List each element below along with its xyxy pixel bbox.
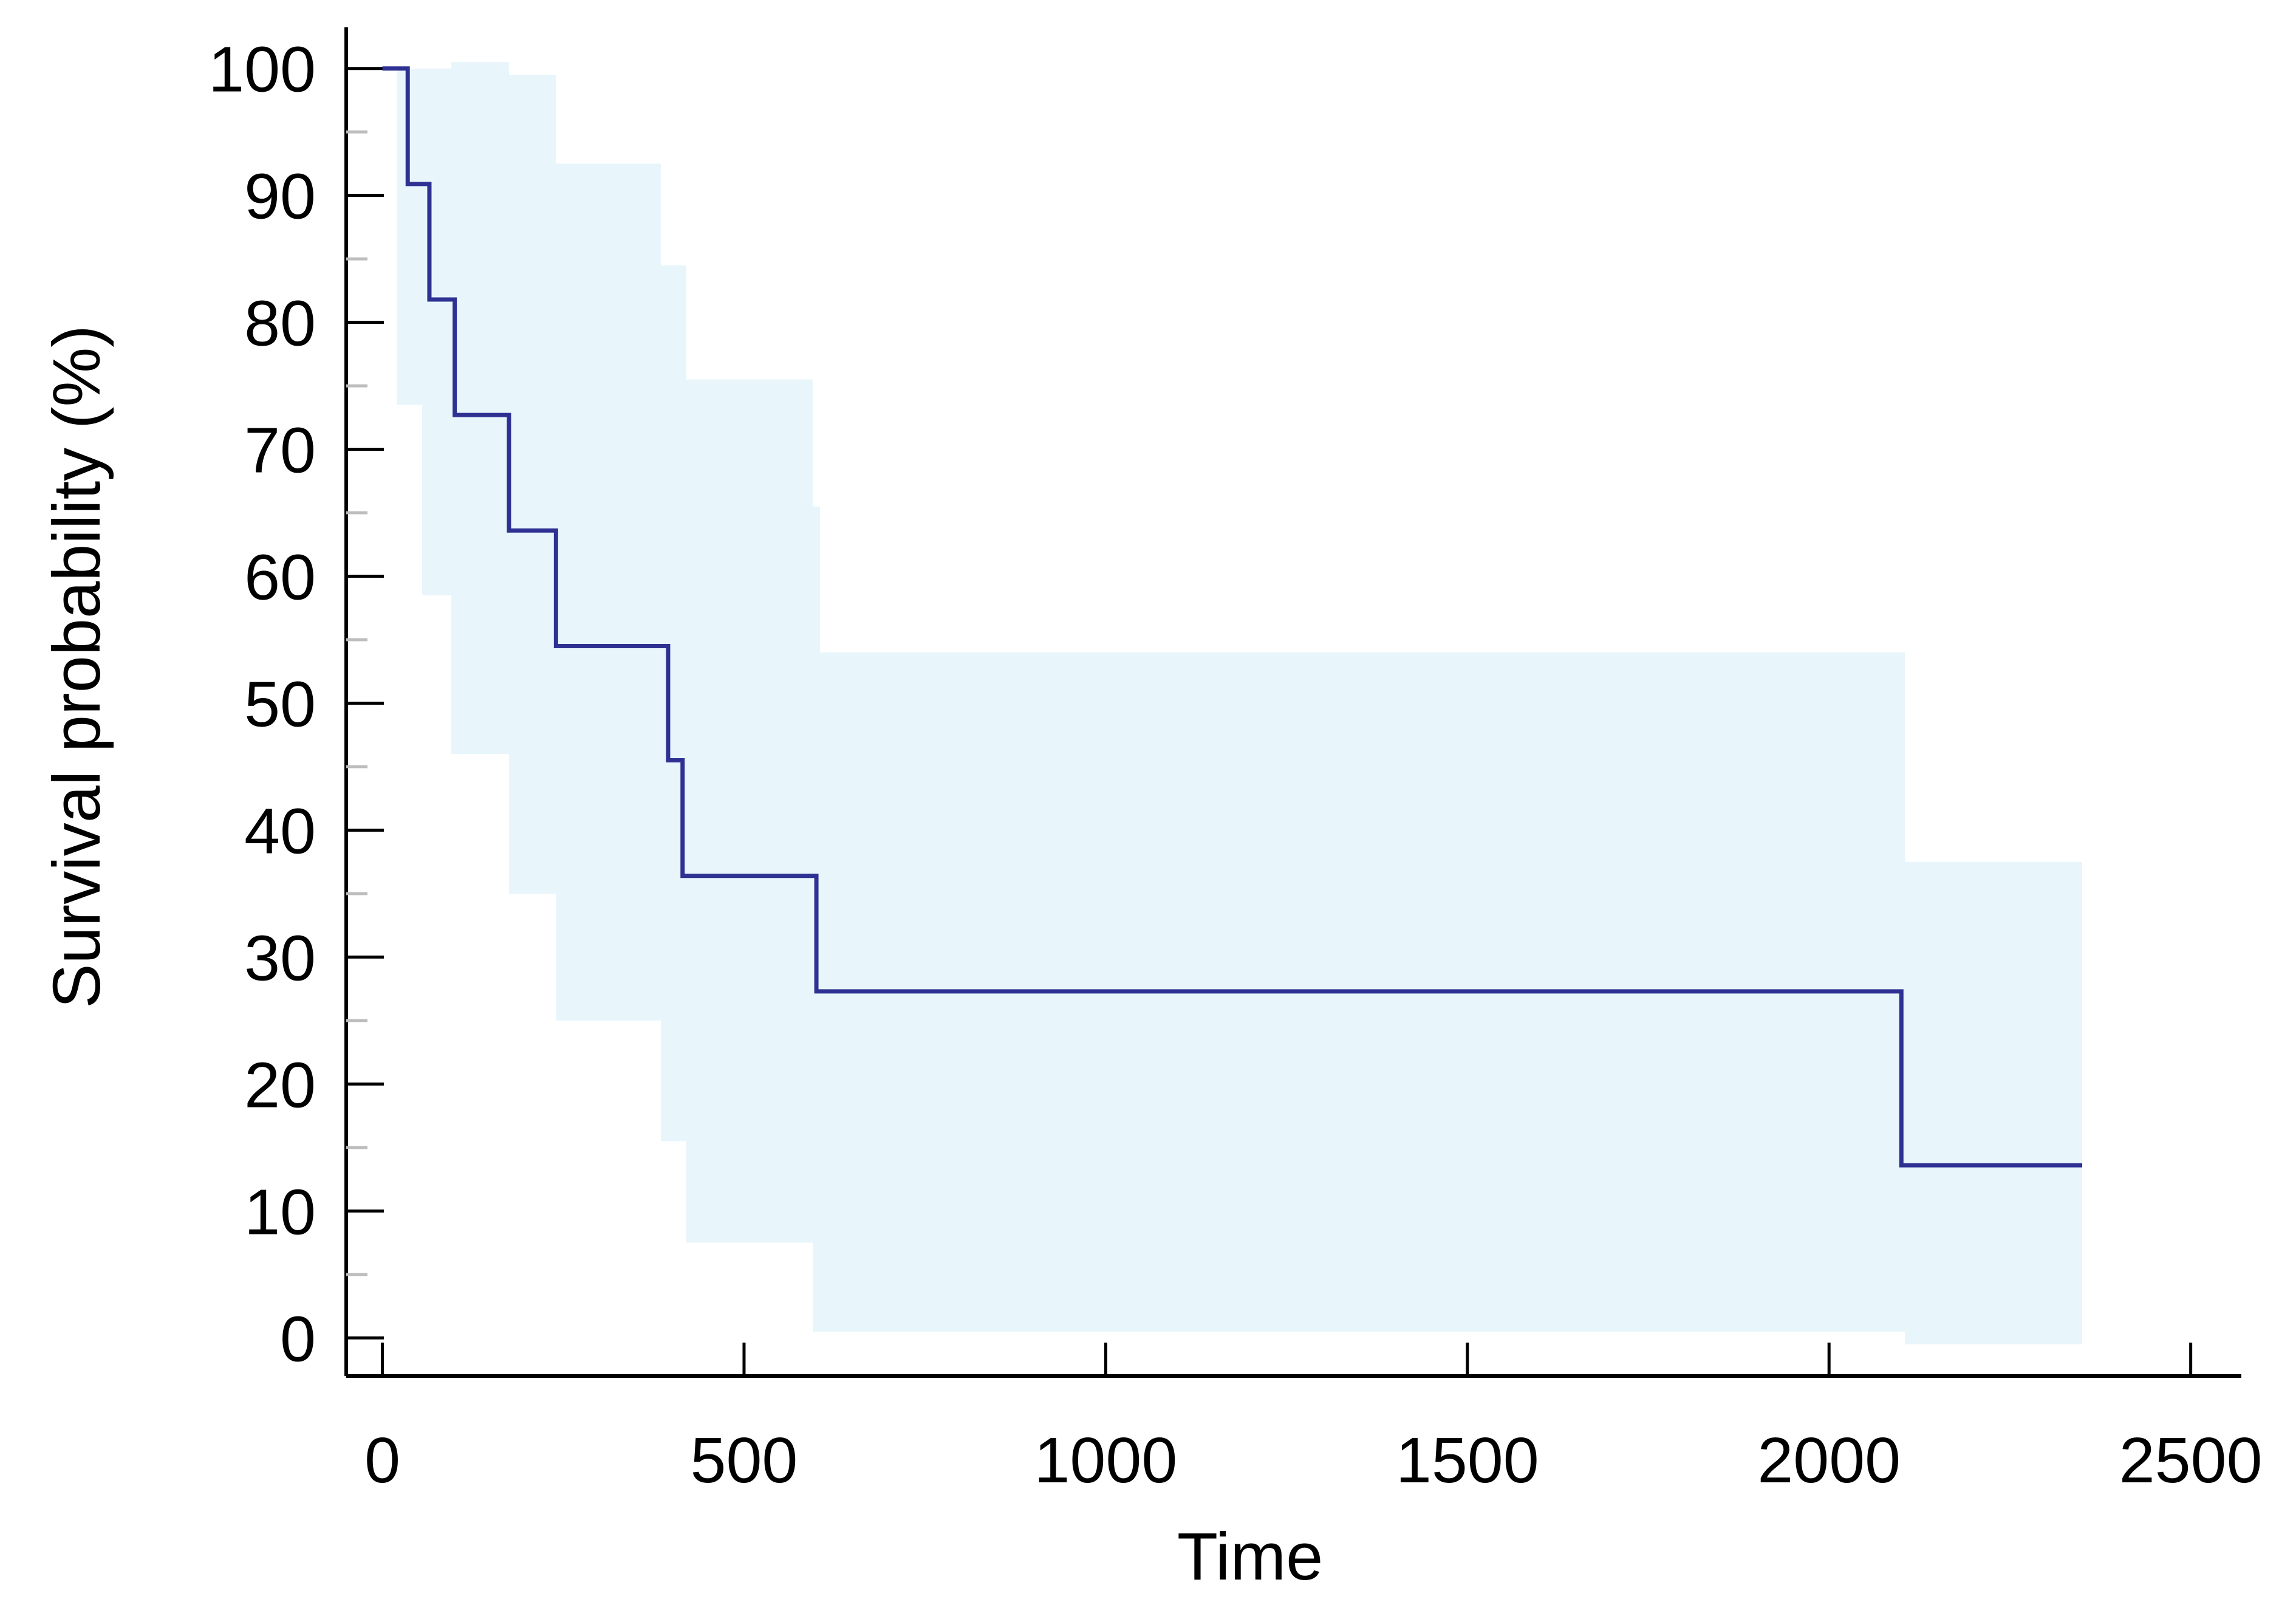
confidence-band (382, 62, 2083, 1344)
x-tick-label-2000: 2000 (1757, 1425, 1901, 1496)
y-tick-label-90: 90 (244, 161, 316, 233)
confidence-band-layer (382, 62, 2083, 1344)
y-axis-title: Survival probability (%) (39, 325, 114, 1008)
x-tick-label-2500: 2500 (2119, 1425, 2263, 1496)
y-tick-label-100: 100 (208, 34, 316, 106)
x-tick-label-1500: 1500 (1396, 1425, 1539, 1496)
x-tick-label-500: 500 (691, 1425, 798, 1496)
x-tick-label-0: 0 (364, 1425, 400, 1496)
y-tick-label-20: 20 (244, 1049, 316, 1121)
x-axis-ticks: 0 500 1000 1500 2000 2500 (364, 1343, 2263, 1496)
y-tick-label-80: 80 (244, 288, 316, 360)
x-tick-label-1000: 1000 (1034, 1425, 1177, 1496)
y-tick-label-30: 30 (244, 922, 316, 994)
y-tick-label-70: 70 (244, 415, 316, 487)
y-axis-ticks: 0 10 20 30 40 50 60 70 80 90 100 (208, 34, 384, 1375)
survival-curve-layer (382, 66, 2083, 1168)
x-axis-title: Time (1177, 1519, 1323, 1594)
y-tick-label-40: 40 (244, 795, 316, 867)
survival-curve (382, 66, 2083, 1168)
y-tick-label-60: 60 (244, 542, 316, 614)
y-tick-label-10: 10 (244, 1176, 316, 1248)
y-tick-label-50: 50 (244, 669, 316, 741)
y-tick-label-0: 0 (280, 1303, 316, 1375)
